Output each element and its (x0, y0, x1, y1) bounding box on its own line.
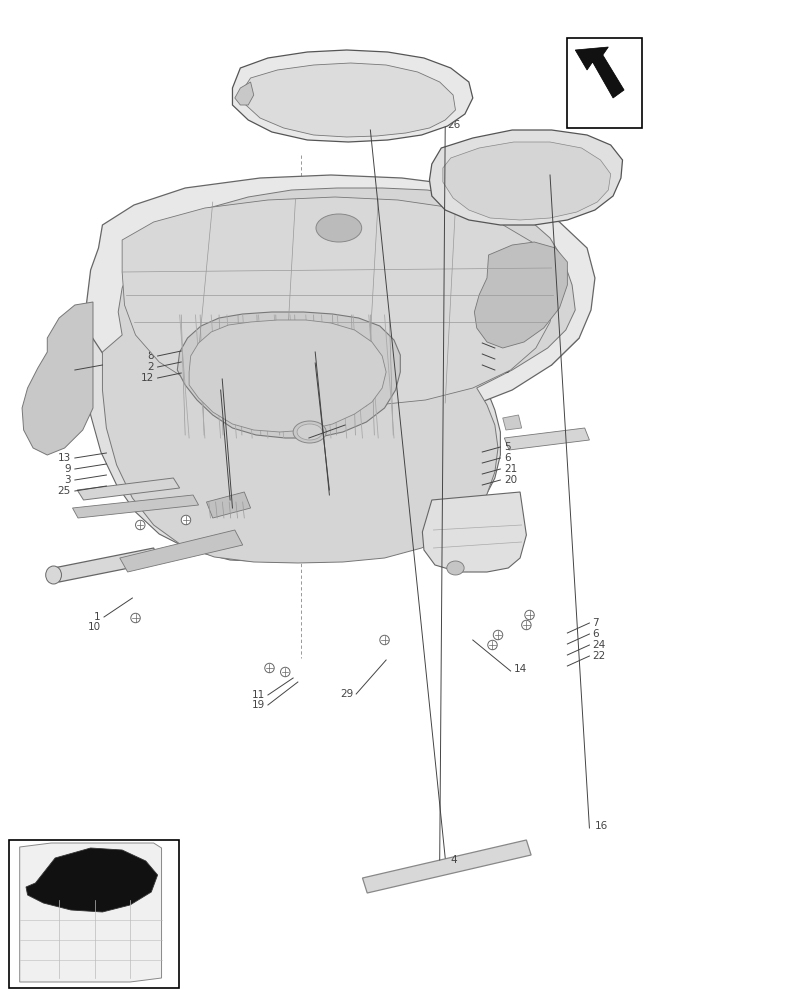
Text: 23: 23 (317, 356, 330, 366)
Polygon shape (26, 848, 158, 912)
Text: 11: 11 (251, 690, 265, 700)
Circle shape (136, 520, 145, 530)
Polygon shape (429, 130, 623, 225)
Polygon shape (120, 530, 243, 572)
Text: 1: 1 (95, 612, 101, 622)
Text: 25: 25 (58, 486, 71, 496)
Text: 5: 5 (504, 442, 511, 452)
Bar (9, 840, 179, 988)
Ellipse shape (316, 214, 362, 242)
Polygon shape (503, 415, 522, 430)
Polygon shape (77, 478, 180, 500)
Text: 28: 28 (317, 345, 330, 355)
Polygon shape (443, 142, 611, 220)
Polygon shape (122, 197, 556, 406)
Polygon shape (575, 47, 624, 98)
Ellipse shape (46, 566, 61, 584)
Polygon shape (87, 175, 595, 425)
Text: 23: 23 (224, 372, 237, 382)
Polygon shape (54, 548, 159, 582)
Text: 3: 3 (65, 475, 71, 485)
Text: 19: 19 (251, 700, 265, 710)
Text: 13: 13 (498, 343, 511, 353)
Circle shape (281, 667, 290, 677)
Text: 20: 20 (504, 475, 518, 485)
Text: 6: 6 (504, 453, 511, 463)
Circle shape (265, 663, 274, 673)
Polygon shape (88, 338, 579, 562)
Polygon shape (206, 492, 251, 518)
Text: 21: 21 (504, 464, 518, 474)
Circle shape (131, 613, 140, 623)
Polygon shape (235, 82, 254, 105)
Text: 26: 26 (448, 120, 461, 130)
Circle shape (522, 620, 531, 630)
Text: 12: 12 (140, 373, 154, 383)
Circle shape (525, 610, 534, 620)
Circle shape (493, 630, 503, 640)
Polygon shape (362, 840, 531, 893)
Bar (567, 38, 642, 128)
Polygon shape (422, 492, 526, 572)
Text: 17: 17 (347, 418, 360, 428)
Ellipse shape (297, 424, 322, 440)
Polygon shape (72, 495, 199, 518)
Text: 9: 9 (65, 464, 71, 474)
Text: 22: 22 (593, 651, 606, 661)
Text: 10: 10 (87, 622, 101, 632)
Text: 29: 29 (340, 689, 353, 699)
Circle shape (488, 640, 497, 650)
Circle shape (181, 515, 191, 525)
Text: 2: 2 (147, 362, 154, 372)
Polygon shape (20, 843, 162, 982)
Polygon shape (232, 50, 473, 142)
Circle shape (380, 635, 389, 645)
Text: 9: 9 (498, 354, 504, 364)
Polygon shape (22, 302, 93, 455)
Text: 6: 6 (593, 629, 599, 639)
Text: 15: 15 (498, 365, 511, 375)
Text: 4: 4 (451, 855, 457, 865)
Polygon shape (504, 428, 589, 450)
Text: 7: 7 (593, 618, 599, 628)
Text: 24: 24 (593, 640, 606, 650)
Text: 27: 27 (58, 365, 71, 375)
Polygon shape (243, 63, 455, 137)
Text: 16: 16 (595, 821, 608, 831)
Polygon shape (189, 320, 386, 432)
Ellipse shape (447, 561, 464, 575)
Ellipse shape (293, 421, 326, 443)
Text: 13: 13 (58, 453, 71, 463)
Text: 8: 8 (147, 351, 154, 361)
Polygon shape (474, 242, 567, 348)
Polygon shape (177, 312, 400, 438)
Text: 18: 18 (222, 383, 236, 393)
Text: 14: 14 (514, 664, 527, 674)
Polygon shape (102, 188, 575, 563)
